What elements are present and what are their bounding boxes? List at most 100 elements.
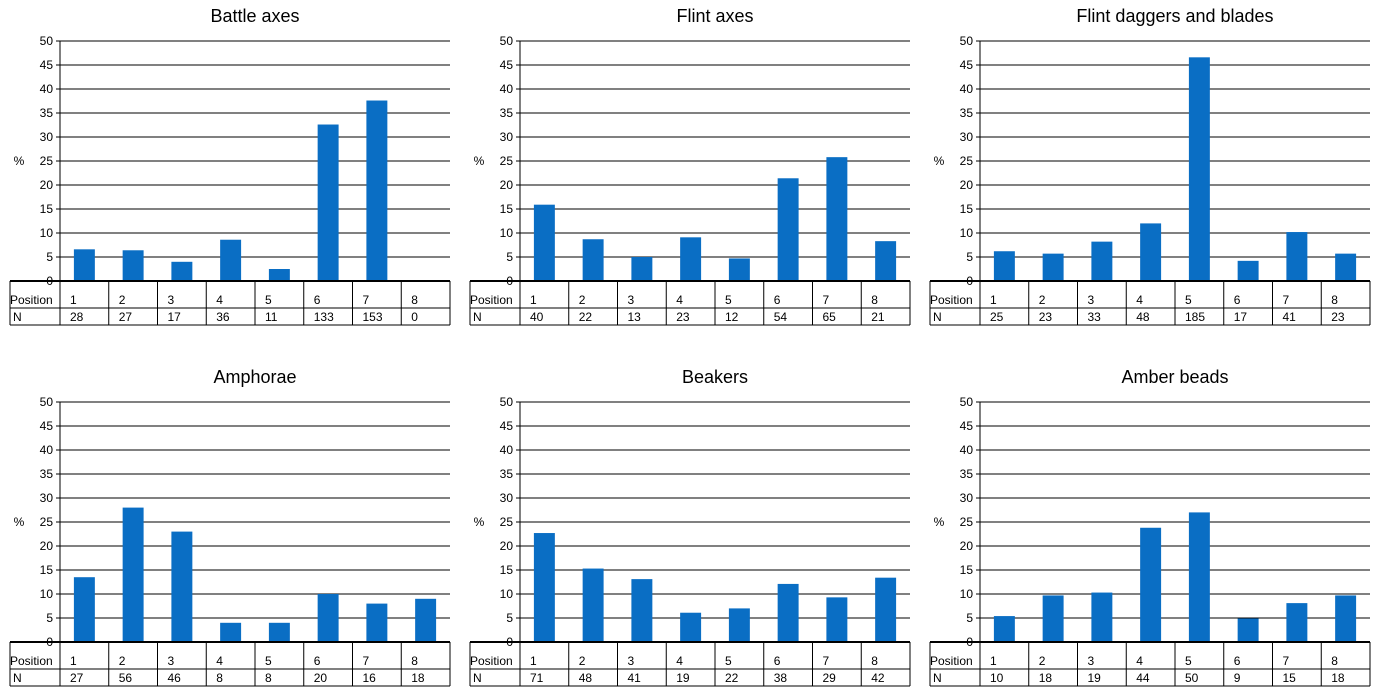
y-tick-label: 40 [960,82,974,96]
bar-chart: 05101520253035404550%PositionN1234567840… [469,34,911,326]
y-tick-label: 30 [960,130,974,144]
x-tick-label: 7 [1283,654,1290,668]
y-tick-label: 50 [500,395,514,409]
n-value: 22 [725,671,739,685]
x-tick-label: 2 [119,293,126,307]
n-value: 17 [1234,310,1248,324]
bar [777,178,799,281]
y-tick-label: 5 [966,250,973,264]
n-value: 56 [119,671,133,685]
n-value: 27 [70,671,84,685]
chart-title: Flint axes [676,6,754,26]
bar [728,608,750,642]
bar [73,577,95,642]
chart-title: Amber beads [1121,367,1229,387]
y-tick-label: 25 [40,154,54,168]
y-tick-label: 10 [960,226,974,240]
chart-title: Battle axes [210,6,300,26]
n-value: 41 [1283,310,1297,324]
n-value: 12 [725,310,739,324]
bar [1188,57,1210,281]
position-row-label: Position [10,654,53,668]
y-tick-label: 50 [40,34,54,48]
chart-title: Amphorae [213,367,297,387]
y-axis-label: % [474,154,485,168]
position-row-label: Position [10,293,53,307]
x-tick-label: 3 [1088,293,1095,307]
n-value: 0 [411,310,418,324]
x-tick-label: 7 [823,293,830,307]
n-value: 16 [363,671,377,685]
x-tick-label: 5 [265,293,272,307]
x-tick-label: 6 [314,654,321,668]
n-value: 8 [216,671,223,685]
n-value: 19 [676,671,690,685]
y-tick-label: 40 [960,443,974,457]
n-value: 23 [1039,310,1053,324]
bar [268,269,290,281]
n-row-label: N [473,671,482,685]
bar [1091,592,1113,642]
x-tick-label: 3 [168,654,175,668]
y-tick-label: 30 [40,491,54,505]
n-value: 133 [314,310,334,324]
x-tick-label: 7 [363,654,370,668]
y-tick-label: 40 [500,82,514,96]
bar-chart: 05101520253035404550%PositionN1234567825… [929,34,1371,326]
bar [317,594,339,642]
bar [1042,595,1064,642]
y-tick-label: 35 [500,106,514,120]
bar-chart: 05101520253035404550%PositionN1234567871… [469,395,911,687]
n-value: 13 [628,310,642,324]
y-axis-label: % [14,154,25,168]
x-tick-label: 7 [823,654,830,668]
bar [171,531,193,642]
bar [1140,527,1162,642]
y-tick-label: 15 [960,563,974,577]
n-value: 15 [1283,671,1297,685]
n-value: 25 [990,310,1004,324]
n-value: 11 [265,310,278,324]
n-value: 18 [1331,671,1345,685]
x-tick-label: 6 [314,293,321,307]
bar [993,616,1015,642]
n-row-label: N [13,310,22,324]
y-axis-label: % [474,515,485,529]
position-row-label: Position [470,654,513,668]
x-tick-label: 5 [1185,654,1192,668]
bar [582,568,604,642]
x-tick-label: 3 [628,654,635,668]
bar [220,239,242,281]
bar [1335,595,1357,642]
n-value: 153 [363,310,383,324]
y-tick-label: 45 [40,58,54,72]
bar [122,250,144,281]
n-value: 19 [1088,671,1102,685]
y-tick-label: 35 [960,106,974,120]
y-tick-label: 45 [960,58,974,72]
bar [631,257,653,281]
bar [366,100,388,282]
y-tick-label: 20 [960,539,974,553]
chart-panel-beakers: Beakers 05101520253035404550%PositionN12… [469,361,920,691]
x-tick-label: 3 [1088,654,1095,668]
n-row-label: N [933,310,942,324]
n-value: 17 [168,310,182,324]
bar [631,579,653,642]
x-tick-label: 5 [1185,293,1192,307]
chart-panel-amber-beads: Amber beads 05101520253035404550%Positio… [929,361,1375,691]
y-tick-label: 15 [960,202,974,216]
bar [582,239,604,281]
x-tick-label: 3 [168,293,175,307]
y-tick-label: 30 [500,130,514,144]
n-value: 33 [1088,310,1102,324]
y-tick-label: 10 [500,587,514,601]
n-value: 18 [1039,671,1053,685]
x-tick-label: 6 [1234,293,1241,307]
y-tick-label: 40 [40,82,54,96]
y-tick-label: 25 [500,154,514,168]
x-tick-label: 2 [579,654,586,668]
bar [268,622,290,642]
bar [122,507,144,642]
y-tick-label: 30 [500,491,514,505]
